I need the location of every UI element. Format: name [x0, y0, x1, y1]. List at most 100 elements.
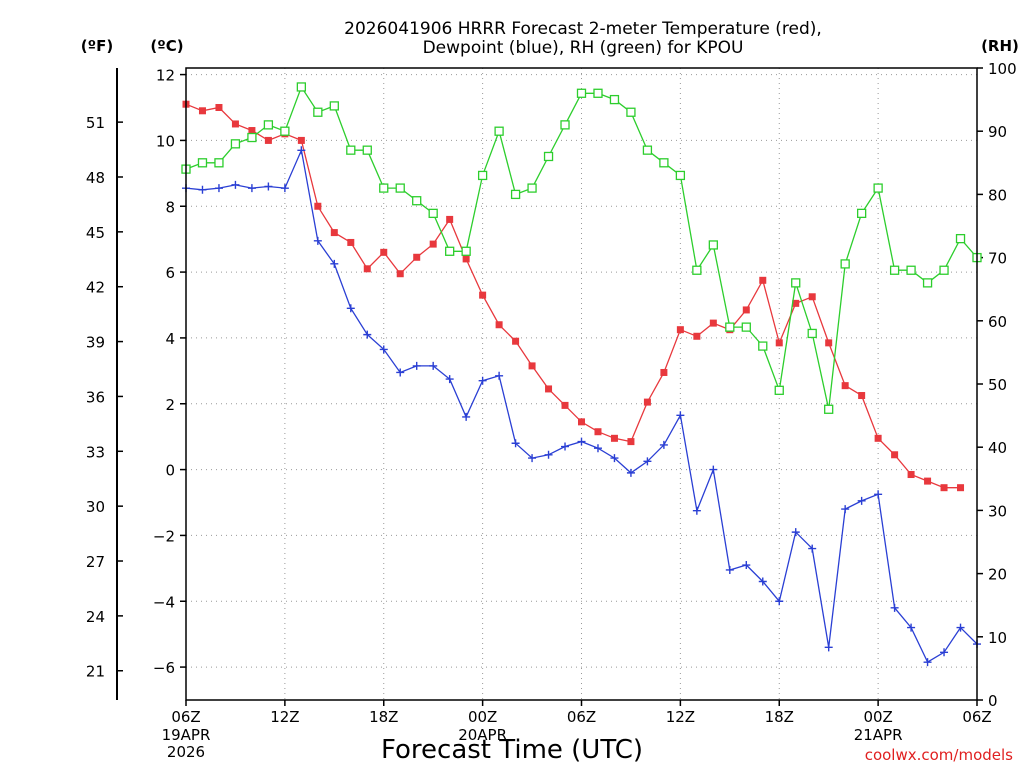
- time-tick-label: 06Z: [567, 708, 596, 726]
- rh-point: [939, 265, 949, 275]
- temperature-point: [808, 293, 816, 301]
- date-label: 19APR: [162, 726, 211, 744]
- temperature-point: [841, 382, 849, 390]
- temperature-point: [528, 362, 536, 370]
- temperature-point: [660, 368, 668, 376]
- time-tick-label: 06Z: [962, 708, 991, 726]
- fahrenheit-tick-label: 27: [86, 553, 105, 571]
- rh-unit-label: (RH): [981, 37, 1019, 55]
- dewpoint-point: [923, 658, 932, 667]
- rh-point: [725, 322, 735, 332]
- temperature-point: [742, 306, 750, 314]
- celsius-tick-label: −6: [153, 659, 175, 677]
- temperature-point: [413, 253, 421, 261]
- rh-tick-label: 100: [988, 60, 1017, 78]
- temperature-point: [610, 434, 618, 442]
- date-label: 20APR: [458, 726, 507, 744]
- dewpoint-point: [528, 454, 537, 463]
- time-tick-label: 12Z: [666, 708, 695, 726]
- temperature-point: [231, 120, 239, 128]
- fahrenheit-tick-label: 51: [86, 114, 105, 132]
- temperature-point: [594, 428, 602, 436]
- temperature-point: [462, 255, 470, 263]
- rh-tick-label: 90: [988, 123, 1007, 141]
- temperature-point: [924, 477, 932, 485]
- rh-point: [379, 183, 389, 193]
- fahrenheit-tick-label: 48: [86, 169, 105, 187]
- dewpoint-point: [544, 450, 553, 459]
- rh-point: [395, 183, 405, 193]
- temperature-point: [693, 332, 701, 340]
- chart-title-line1: 2026041906 HRRR Forecast 2-meter Tempera…: [344, 19, 822, 39]
- dewpoint-point: [709, 465, 718, 474]
- rh-point: [230, 139, 241, 149]
- rh-point: [576, 88, 587, 98]
- dewpoint-point: [412, 361, 421, 370]
- temperature-line: [185, 103, 961, 489]
- dewpoint-point: [676, 411, 685, 420]
- rh-point: [659, 158, 669, 168]
- dewpoint-point: [280, 184, 289, 193]
- dewpoint-point: [231, 180, 240, 189]
- time-tick-label: 12Z: [270, 708, 299, 726]
- rh-point: [873, 183, 883, 193]
- fahrenheit-tick-label: 42: [86, 279, 105, 297]
- dewpoint-point: [643, 457, 652, 466]
- rh-point: [708, 240, 718, 250]
- celsius-tick-label: 8: [165, 198, 175, 216]
- temperature-point: [891, 451, 899, 459]
- rh-point: [626, 107, 636, 117]
- rh-point: [906, 265, 916, 275]
- temperature-point: [380, 248, 388, 256]
- dewpoint-point: [297, 146, 306, 155]
- fahrenheit-unit-label: (ºF): [81, 37, 113, 55]
- dewpoint-point: [396, 368, 405, 377]
- rh-point: [955, 233, 966, 244]
- dewpoint-point: [577, 437, 586, 446]
- rh-point: [510, 189, 521, 200]
- temperature-point: [858, 392, 866, 400]
- rh-point: [214, 158, 224, 168]
- dewpoint-point: [363, 330, 372, 339]
- dewpoint-point: [626, 468, 635, 477]
- x-axis-title: Forecast Time (UTC): [381, 735, 643, 765]
- time-tick-label: 00Z: [468, 708, 497, 726]
- fahrenheit-tick-label: 36: [86, 388, 105, 406]
- rh-tick-label: 20: [988, 566, 1007, 584]
- dewpoint-point: [495, 371, 504, 380]
- dewpoint-point: [264, 182, 273, 191]
- dewpoint-point: [742, 561, 751, 570]
- dewpoint-point: [659, 440, 668, 449]
- rh-point: [494, 126, 504, 136]
- rh-tick-label: 70: [988, 250, 1007, 268]
- dewpoint-point: [808, 544, 817, 553]
- rh-point: [824, 404, 834, 414]
- fahrenheit-tick-label: 45: [86, 224, 105, 242]
- dewpoint-point: [445, 375, 454, 384]
- rh-point: [445, 246, 455, 256]
- temperature-point: [347, 238, 355, 246]
- dewpoint-point: [725, 565, 734, 574]
- celsius-tick-label: 2: [165, 396, 175, 414]
- temperature-point: [429, 240, 437, 248]
- rh-tick-label: 0: [988, 692, 998, 710]
- rh-point: [840, 259, 850, 269]
- dewpoint-point: [198, 185, 207, 194]
- rh-tick-label: 60: [988, 313, 1007, 331]
- rh-point: [692, 265, 702, 275]
- rh-point: [889, 265, 900, 275]
- dewpoint-point: [791, 528, 800, 537]
- dewpoint-point: [214, 184, 223, 193]
- chart-title-line2: Dewpoint (blue), RH (green) for KPOU: [423, 38, 744, 58]
- fahrenheit-tick-label: 21: [86, 663, 105, 681]
- temperature-point: [330, 229, 338, 237]
- dewpoint-point: [775, 597, 784, 606]
- rh-point: [527, 183, 537, 193]
- grid: [186, 68, 977, 700]
- rh-tick-label: 80: [988, 186, 1007, 204]
- dewpoint-point: [692, 506, 701, 515]
- date-label: 21APR: [854, 726, 903, 744]
- temperature-point: [775, 339, 783, 347]
- fahrenheit-tick-label: 39: [86, 334, 105, 352]
